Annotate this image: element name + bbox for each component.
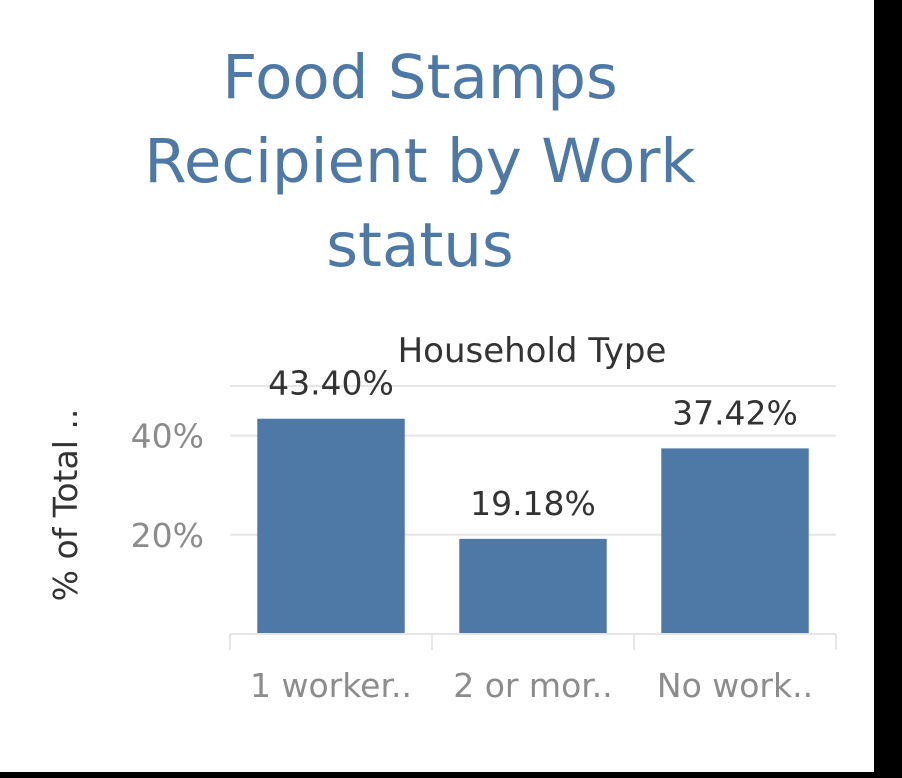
x-tick-label: No work.. (657, 666, 813, 705)
bar (257, 418, 405, 633)
data-label: 37.42% (672, 393, 798, 432)
column-header: Household Type (398, 331, 667, 371)
chart-title: Food Stamps Recipient by Work status (70, 36, 770, 288)
chart-title-line-3: status (326, 210, 514, 281)
plot-area: 20% 40% 43.40% 1 worker.. 19.18% 2 or mor.. 37… (131, 364, 837, 705)
y-tick-label: 40% (131, 417, 204, 456)
x-tick-label: 1 worker.. (250, 666, 412, 705)
bar (661, 448, 809, 633)
bar (459, 538, 607, 633)
x-tick-label: 2 or mor.. (453, 666, 613, 705)
chart-title-line-1: Food Stamps (222, 42, 618, 113)
data-label: 19.18% (470, 484, 596, 523)
y-axis-title: % of Total .. (46, 409, 85, 602)
chart-title-line-2: Recipient by Work (144, 126, 696, 197)
bar-chart: Household Type % of Total .. 20% 40% 43.40… (46, 331, 837, 705)
bottom-border (0, 772, 902, 778)
right-border (874, 0, 902, 778)
data-label: 43.40% (268, 364, 394, 403)
y-tick-label: 20% (131, 516, 204, 555)
